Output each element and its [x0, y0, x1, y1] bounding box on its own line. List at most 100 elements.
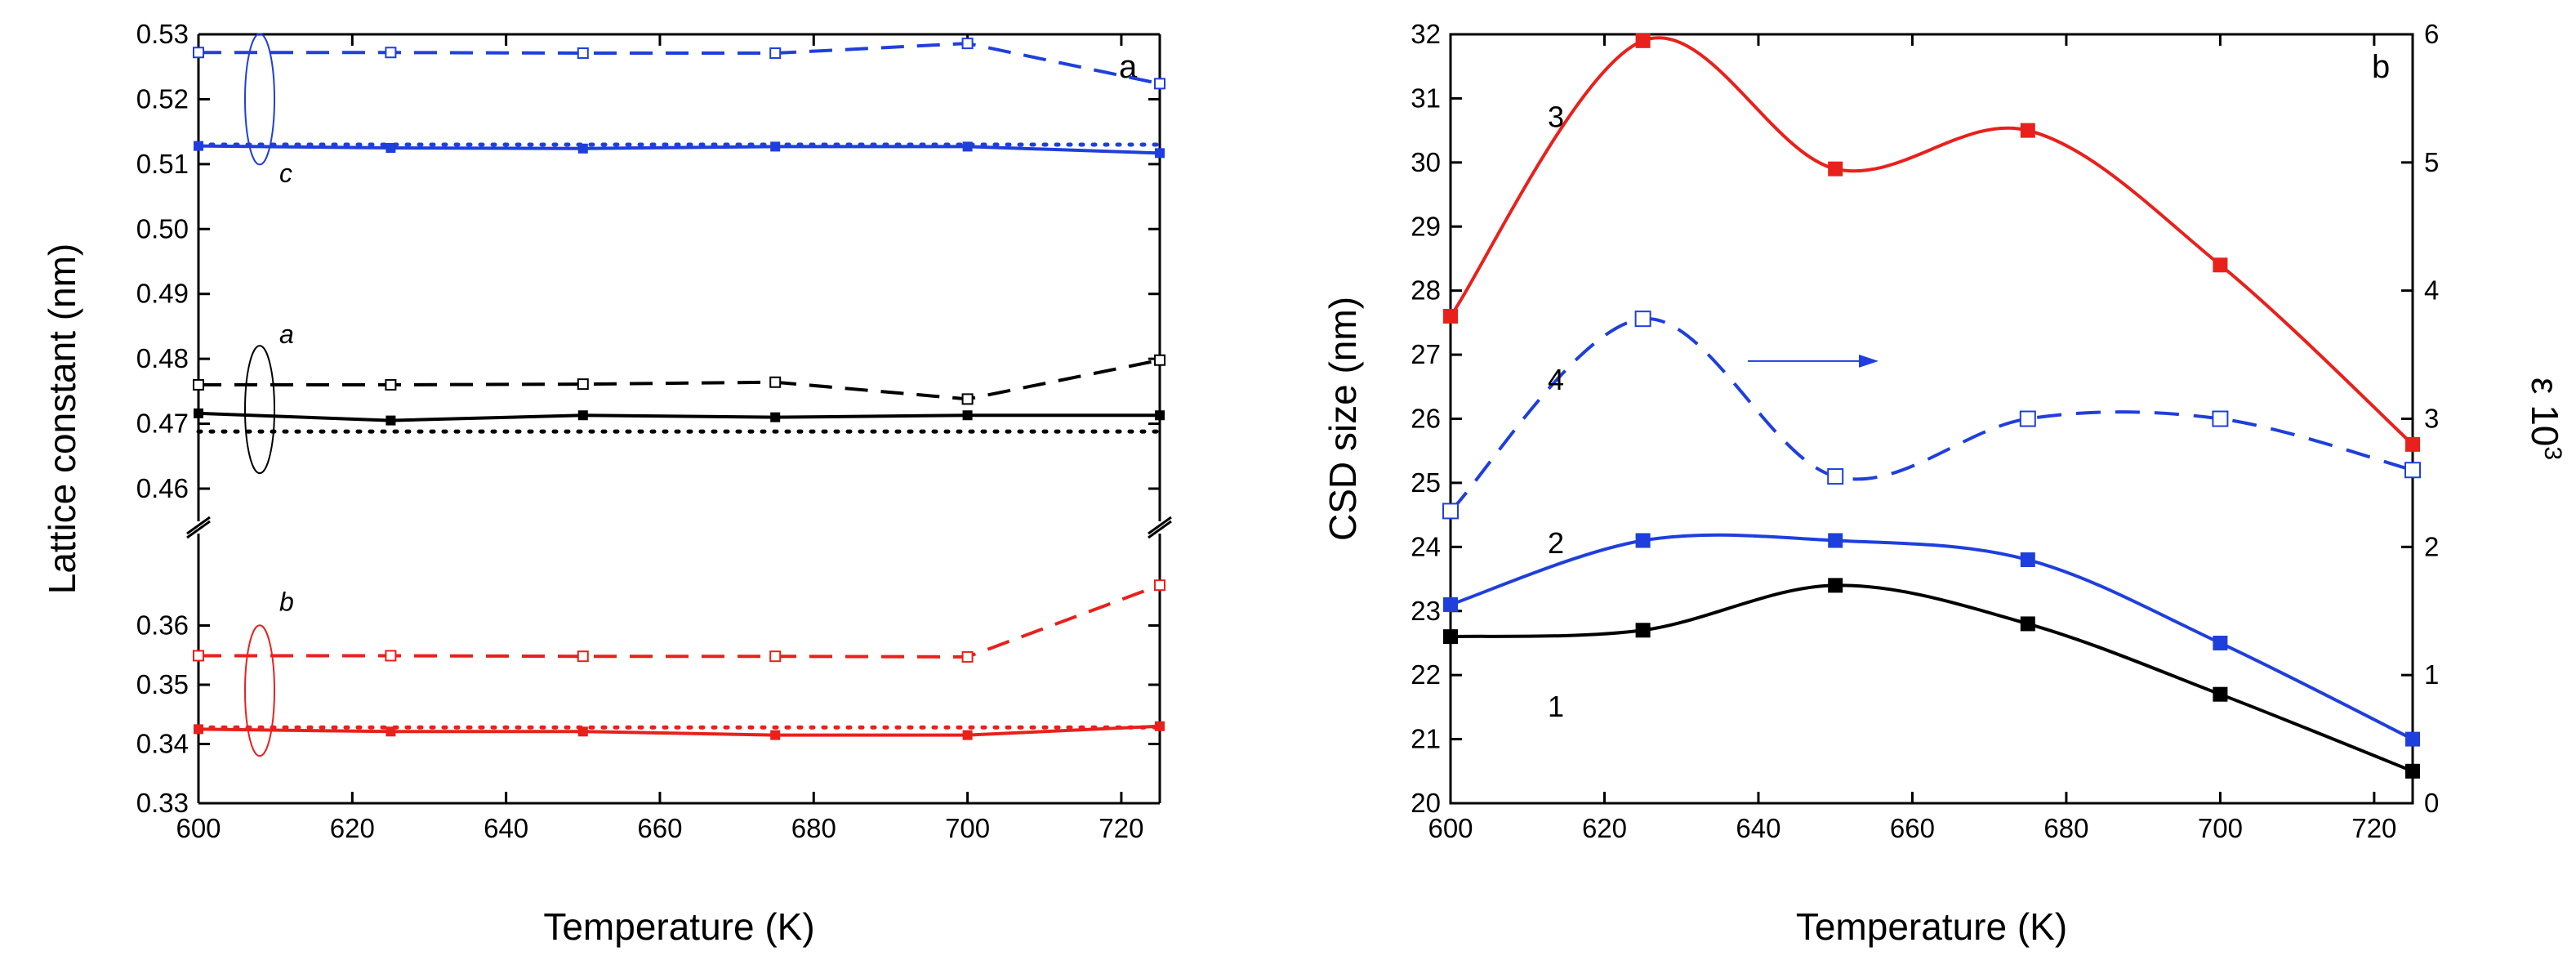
data-point — [2405, 436, 2420, 452]
y-tick-label: 0.36 — [136, 610, 189, 641]
y-tick-label: 0.48 — [136, 343, 189, 373]
series-curve-4 — [1449, 317, 2413, 512]
data-point — [1635, 33, 1651, 48]
x-tick-label: 660 — [637, 813, 682, 843]
data-point-open — [1154, 579, 1165, 592]
curve-label: 1 — [1548, 690, 1564, 723]
x-tick-label: 640 — [1736, 813, 1780, 843]
y-tick-label: 24 — [1411, 531, 1441, 561]
data-point — [386, 415, 396, 426]
x-tick-label: 620 — [1582, 813, 1627, 843]
data-point-open — [1442, 503, 1459, 520]
x-tick-label: 720 — [2351, 813, 2396, 843]
y-tick-label: 32 — [1411, 19, 1441, 49]
x-tick-label: 680 — [791, 813, 836, 843]
y2-tick-label: 1 — [2424, 659, 2439, 690]
data-point-open — [1827, 468, 1844, 485]
series-curve-1 — [1450, 583, 2413, 773]
x-axis-label: Temperature (K) — [543, 905, 814, 948]
y-axis-label: CSD size (nm) — [1321, 297, 1364, 541]
data-point — [386, 726, 396, 737]
y2-tick-label: 2 — [2424, 531, 2439, 561]
x-axis-label: Temperature (K) — [1796, 905, 2067, 948]
y-tick-label: 26 — [1411, 404, 1441, 434]
y-tick-label: 27 — [1411, 339, 1441, 369]
y2-axis-label-main: ε 10 — [2524, 378, 2566, 446]
data-point-open — [577, 650, 589, 663]
data-point-open — [2019, 410, 2036, 427]
x-tick-label: 700 — [2198, 813, 2243, 843]
y-tick-label: 0.34 — [136, 729, 189, 759]
data-point — [1443, 629, 1458, 645]
data-point — [2405, 763, 2420, 779]
y-axis-label: Lattice constant (nm) — [41, 244, 83, 595]
axis-break-mark — [186, 516, 211, 535]
y-tick-label: 31 — [1411, 83, 1441, 113]
data-point-open — [2212, 410, 2229, 427]
y-tick-label: 0.46 — [136, 473, 189, 503]
y2-tick-label: 0 — [2424, 788, 2439, 818]
series-curve-3 — [1449, 36, 2414, 446]
data-point-open — [961, 650, 974, 663]
x-tick-label: 720 — [1099, 813, 1143, 843]
data-point — [1828, 161, 1843, 176]
series-line-b-dashed — [198, 583, 1161, 659]
data-point — [2213, 257, 2228, 273]
label-b: b — [279, 587, 294, 616]
series-line-a-dashed — [198, 358, 1161, 401]
data-point-open — [961, 38, 974, 50]
y2-axis-label-sup: 3 — [2539, 446, 2566, 460]
series-line-b-solid — [198, 724, 1161, 737]
y2-tick-label: 3 — [2424, 404, 2439, 434]
data-point-open — [1154, 354, 1165, 366]
y-tick-label: 0.35 — [136, 669, 189, 699]
axis-break-mark — [1148, 516, 1172, 535]
data-point — [770, 730, 781, 740]
data-point — [194, 408, 203, 418]
y-tick-label: 0.50 — [136, 213, 189, 244]
x-tick-label: 660 — [1890, 813, 1935, 843]
y-tick-label: 20 — [1411, 788, 1441, 818]
data-point — [2020, 616, 2035, 632]
y2-tick-label: 5 — [2424, 147, 2439, 177]
data-point-open — [769, 650, 782, 663]
data-point — [2405, 731, 2420, 747]
data-point — [1155, 410, 1165, 421]
data-point-open — [385, 650, 397, 662]
axis-break-mark — [1148, 520, 1172, 539]
data-point-open — [577, 47, 589, 60]
data-point-open — [961, 393, 974, 405]
y-tick-label: 22 — [1411, 659, 1441, 690]
y-tick-label: 30 — [1411, 147, 1441, 177]
data-point — [2020, 123, 2035, 138]
ellipse-c — [244, 33, 275, 166]
series-curve-2 — [1450, 533, 2413, 741]
data-point-open — [2404, 462, 2421, 479]
data-point-open — [1634, 311, 1651, 328]
y-tick-label: 0.47 — [136, 409, 189, 439]
y-tick-label: 0.51 — [136, 149, 189, 179]
y-tick-label: 0.49 — [136, 279, 189, 309]
data-point — [1443, 596, 1458, 612]
ellipse-b — [244, 624, 275, 757]
data-point — [962, 410, 973, 421]
y-tick-label: 23 — [1411, 596, 1441, 626]
label-a: a — [279, 319, 294, 349]
data-point — [2020, 552, 2035, 568]
data-point-open — [385, 47, 397, 59]
ellipse-a — [244, 345, 275, 475]
y-tick-label: 21 — [1411, 724, 1441, 754]
panel-label: a — [1119, 49, 1138, 85]
y2-tick-label: 6 — [2424, 19, 2439, 49]
data-point-open — [769, 376, 782, 388]
arrow-head — [1859, 354, 1879, 368]
x-tick-label: 640 — [484, 813, 528, 843]
data-point — [1635, 533, 1651, 548]
data-point — [2213, 635, 2228, 650]
series-line-c-solid — [198, 144, 1161, 155]
x-tick-label: 680 — [2043, 813, 2088, 843]
y-tick-label: 25 — [1411, 467, 1441, 498]
data-point-open — [577, 378, 589, 391]
y2-tick-label: 4 — [2424, 275, 2439, 306]
data-point — [1443, 309, 1458, 324]
